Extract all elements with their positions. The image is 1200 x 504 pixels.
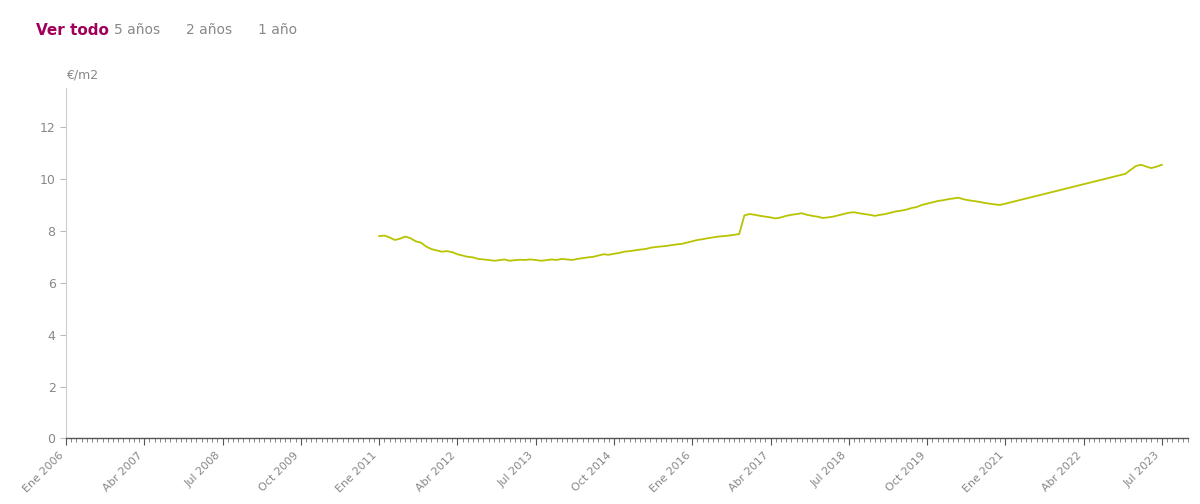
Text: 2 años: 2 años [186, 23, 232, 37]
Text: 1 año: 1 año [258, 23, 298, 37]
Text: 5 años: 5 años [114, 23, 160, 37]
Text: €/m2: €/m2 [66, 68, 98, 81]
Text: Ver todo: Ver todo [36, 23, 109, 38]
